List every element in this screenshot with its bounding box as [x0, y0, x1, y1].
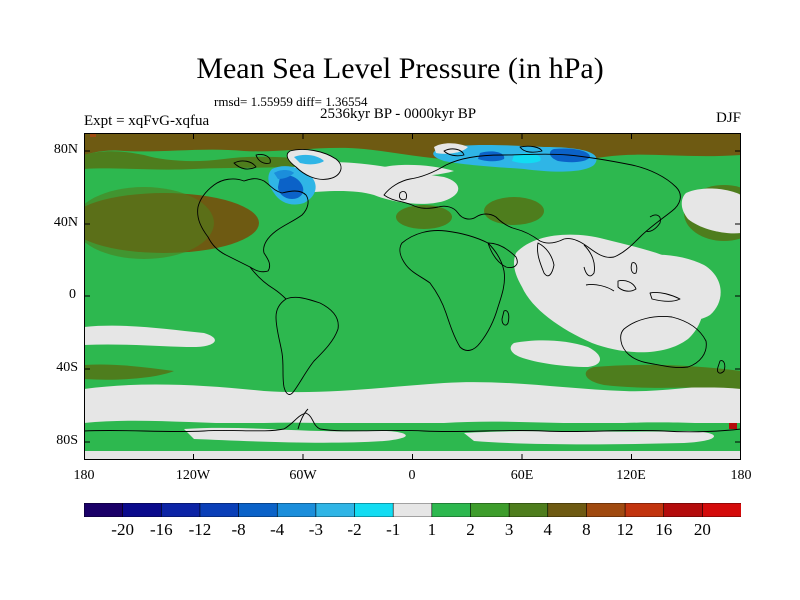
colorbar-swatch: [276, 503, 317, 517]
colorbar-label: 2: [466, 520, 475, 539]
coast-uk: [399, 190, 407, 201]
lat-tick-label: 40S: [56, 360, 78, 375]
field-npacific-olive: [84, 187, 214, 259]
coast-se-asia: [583, 244, 595, 277]
lat-tick-label: 80N: [53, 142, 78, 157]
lon-tick-label: 120W: [175, 468, 211, 483]
lon-tick-label: 60E: [510, 468, 534, 483]
rmsd-diff-stats: rmsd= 1.55959 diff= 1.36554: [214, 94, 368, 109]
lat-tick-label: 0: [69, 287, 76, 302]
experiment-label: Expt = xqFvG-xqfua: [84, 113, 210, 129]
lon-tick-label: 60W: [289, 468, 317, 483]
coast-madagascar: [501, 310, 510, 326]
field-southern-ocean-grey: [84, 382, 741, 423]
field-south-grey-band: [84, 325, 215, 347]
field-asia-olive: [484, 197, 544, 225]
coast-antarctic-peninsula: [297, 408, 309, 430]
colorbar-swatch: [431, 503, 472, 517]
field-safrica-grey: [510, 340, 600, 367]
field-natlantic-olive: [396, 205, 452, 229]
coast-indonesia-2: [617, 280, 637, 292]
colorbar-label: -1: [386, 520, 401, 539]
colorbar-label: 16: [655, 520, 673, 539]
coast-india: [537, 242, 555, 277]
colorbar-label: 3: [504, 520, 514, 539]
colorbar-label: -16: [149, 520, 173, 539]
colorbar-swatch: [547, 503, 588, 517]
field-red-patch-1: [729, 423, 737, 429]
coast-south-america: [275, 296, 339, 395]
colorbar-swatch: [586, 503, 626, 517]
lon-tick-label: 180: [73, 468, 95, 483]
coast-indonesia-1: [585, 284, 615, 292]
field-antarctic-grey2: [464, 431, 714, 445]
field-labrador-low-core: [278, 175, 304, 199]
lat-tick-label: 40N: [53, 215, 78, 230]
coast-new-guinea: [649, 292, 681, 302]
colorbar-swatch: [508, 503, 549, 517]
colorbar-swatch: [624, 503, 665, 517]
colorbar-label: -12: [188, 520, 212, 539]
field-labrador-low-inner: [274, 170, 294, 179]
colorbar-swatch: [84, 503, 124, 517]
colorbar-swatch: [702, 503, 741, 517]
field-south-olive-belt: [585, 364, 741, 389]
field-arctic-white: [384, 164, 454, 177]
colorbar-swatch: [315, 503, 356, 517]
colorbar-label: 12: [616, 520, 634, 539]
map-title: Mean Sea Level Pressure (in hPa): [196, 52, 604, 85]
colorbar-label: -2: [347, 520, 362, 539]
lon-tick-label: 0: [408, 468, 416, 483]
colorbar-label: 1: [427, 520, 437, 539]
colorbar-swatch: [470, 503, 510, 517]
coast-arctic-islands: [233, 145, 543, 170]
coast-eurasia: [383, 153, 681, 258]
field-arctic-brown2: [84, 151, 314, 170]
coast-north-america: [197, 178, 309, 273]
colorbar-swatch: [199, 503, 240, 517]
colorbar-label: -4: [270, 520, 285, 539]
colorbar: [84, 503, 741, 517]
field-south-olive-pac: [84, 364, 174, 380]
colorbar-label: 8: [582, 520, 591, 539]
field-antarctic-grey: [184, 427, 406, 443]
lon-tick-label: 180: [730, 468, 752, 483]
coast-greenland: [286, 148, 342, 180]
colorbar-swatch: [354, 503, 394, 517]
colorbar-swatch: [122, 503, 162, 517]
colorbar-swatch: [160, 503, 201, 517]
coast-japan: [645, 214, 661, 232]
coast-africa: [399, 230, 505, 351]
coast-central-america: [249, 266, 287, 300]
coast-australia: [620, 316, 707, 368]
field-pacific-grey: [681, 188, 741, 234]
colorbar-label: -3: [308, 520, 323, 539]
colorbar-swatch: [238, 503, 278, 517]
field-red-patch-2: [90, 133, 96, 137]
period-label: 2536kyr BP - 0000kyr BP: [320, 106, 477, 122]
map-ticks: [84, 133, 741, 460]
coast-antarctica: [84, 412, 741, 433]
coast-arabia: [487, 242, 518, 268]
season-label: DJF: [715, 110, 741, 126]
colorbar-swatch: [663, 503, 703, 517]
coast-philippines: [630, 262, 638, 274]
field-siberia-white: [434, 143, 468, 154]
field-greenland-blue: [294, 154, 324, 165]
pressure-anomaly-map: [84, 133, 741, 460]
coast-new-zealand: [717, 360, 726, 374]
colorbar-label: 20: [693, 520, 711, 539]
colorbar-label: 4: [543, 520, 553, 539]
field-indonesia-grey: [628, 254, 721, 321]
colorbar-label: -8: [231, 520, 246, 539]
lat-tick-label: 80S: [56, 433, 78, 448]
field-siberia-low-core2: [478, 151, 505, 162]
colorbar-swatch: [392, 503, 433, 517]
colorbar-label: -20: [111, 520, 134, 539]
lon-tick-label: 120E: [616, 468, 646, 483]
field-siberia-low-edge: [512, 153, 541, 164]
